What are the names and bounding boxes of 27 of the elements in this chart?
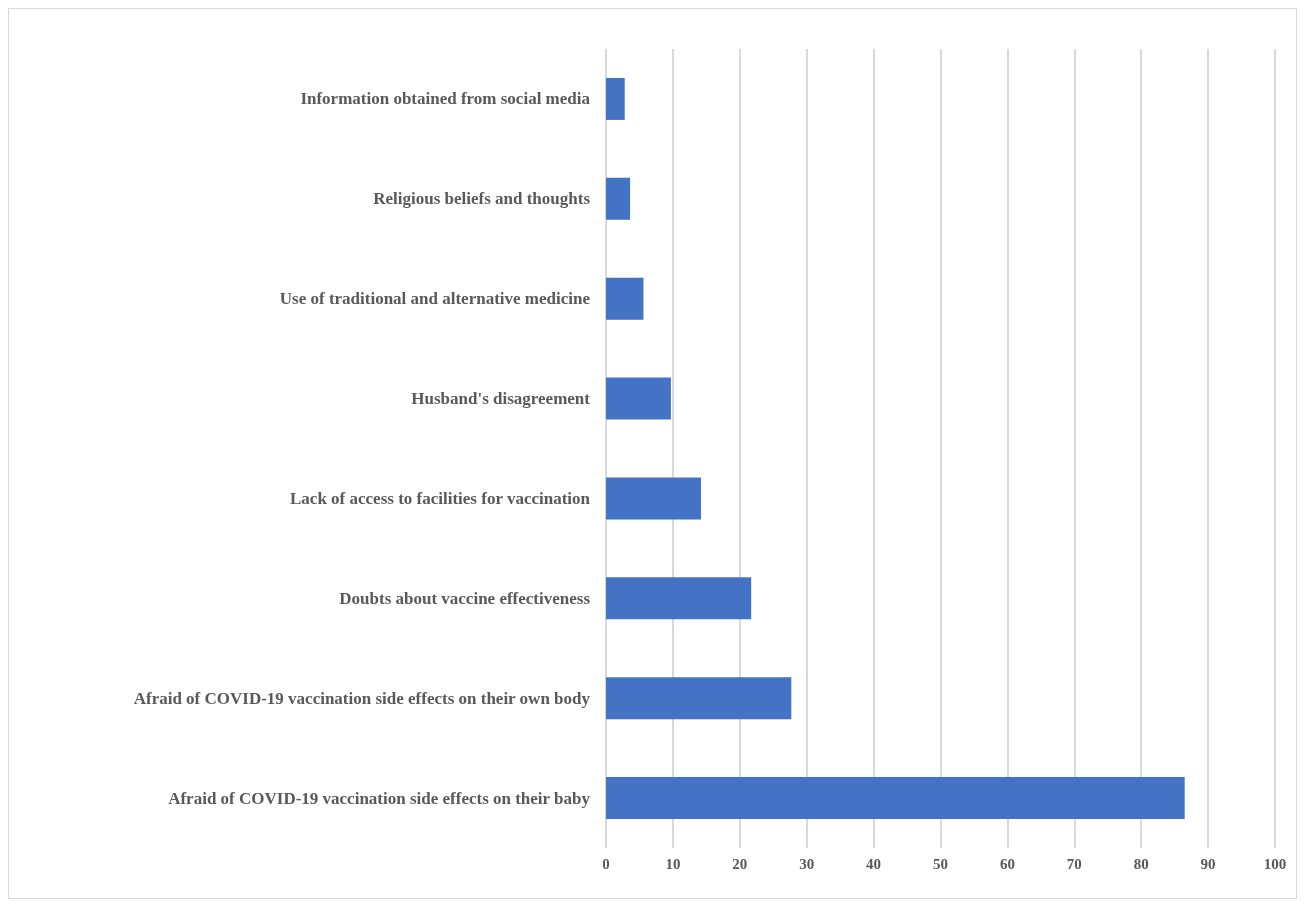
y-tick-label: Lack of access to facilities for vaccination (290, 488, 591, 508)
bar (606, 577, 752, 620)
x-tick-label: 100 (1263, 855, 1287, 872)
y-tick-label: Doubts about vaccine effectiveness (339, 588, 591, 608)
x-tick-label: 20 (732, 855, 748, 872)
y-tick-label: Husband's disagreement (411, 389, 591, 409)
bar (606, 777, 1185, 820)
x-tick-label: 40 (866, 855, 882, 872)
x-tick-label: 10 (665, 855, 681, 872)
x-tick-label: 50 (933, 855, 948, 872)
x-tick-label: 80 (1133, 855, 1149, 872)
bar (606, 77, 625, 120)
bar (606, 177, 631, 220)
y-tick-label: Afraid of COVID-19 vaccination side effects on their own body (133, 688, 591, 708)
x-tick-label: 70 (1066, 855, 1082, 872)
y-tick-label: Information obtained from social media (300, 89, 591, 109)
y-tick-label: Use of traditional and alternative medicine (279, 289, 591, 309)
x-tick-label: 60 (999, 855, 1015, 872)
bar (606, 677, 792, 720)
bar (606, 377, 671, 420)
x-tick-label: 90 (1200, 855, 1216, 872)
y-tick-label: Religious beliefs and thoughts (373, 189, 591, 209)
bar (606, 477, 701, 520)
bar (606, 277, 644, 320)
y-tick-label: Afraid of COVID-19 vaccination side effects on their baby (168, 788, 591, 808)
x-tick-label: 0 (602, 855, 610, 872)
x-tick-label: 30 (799, 855, 815, 872)
